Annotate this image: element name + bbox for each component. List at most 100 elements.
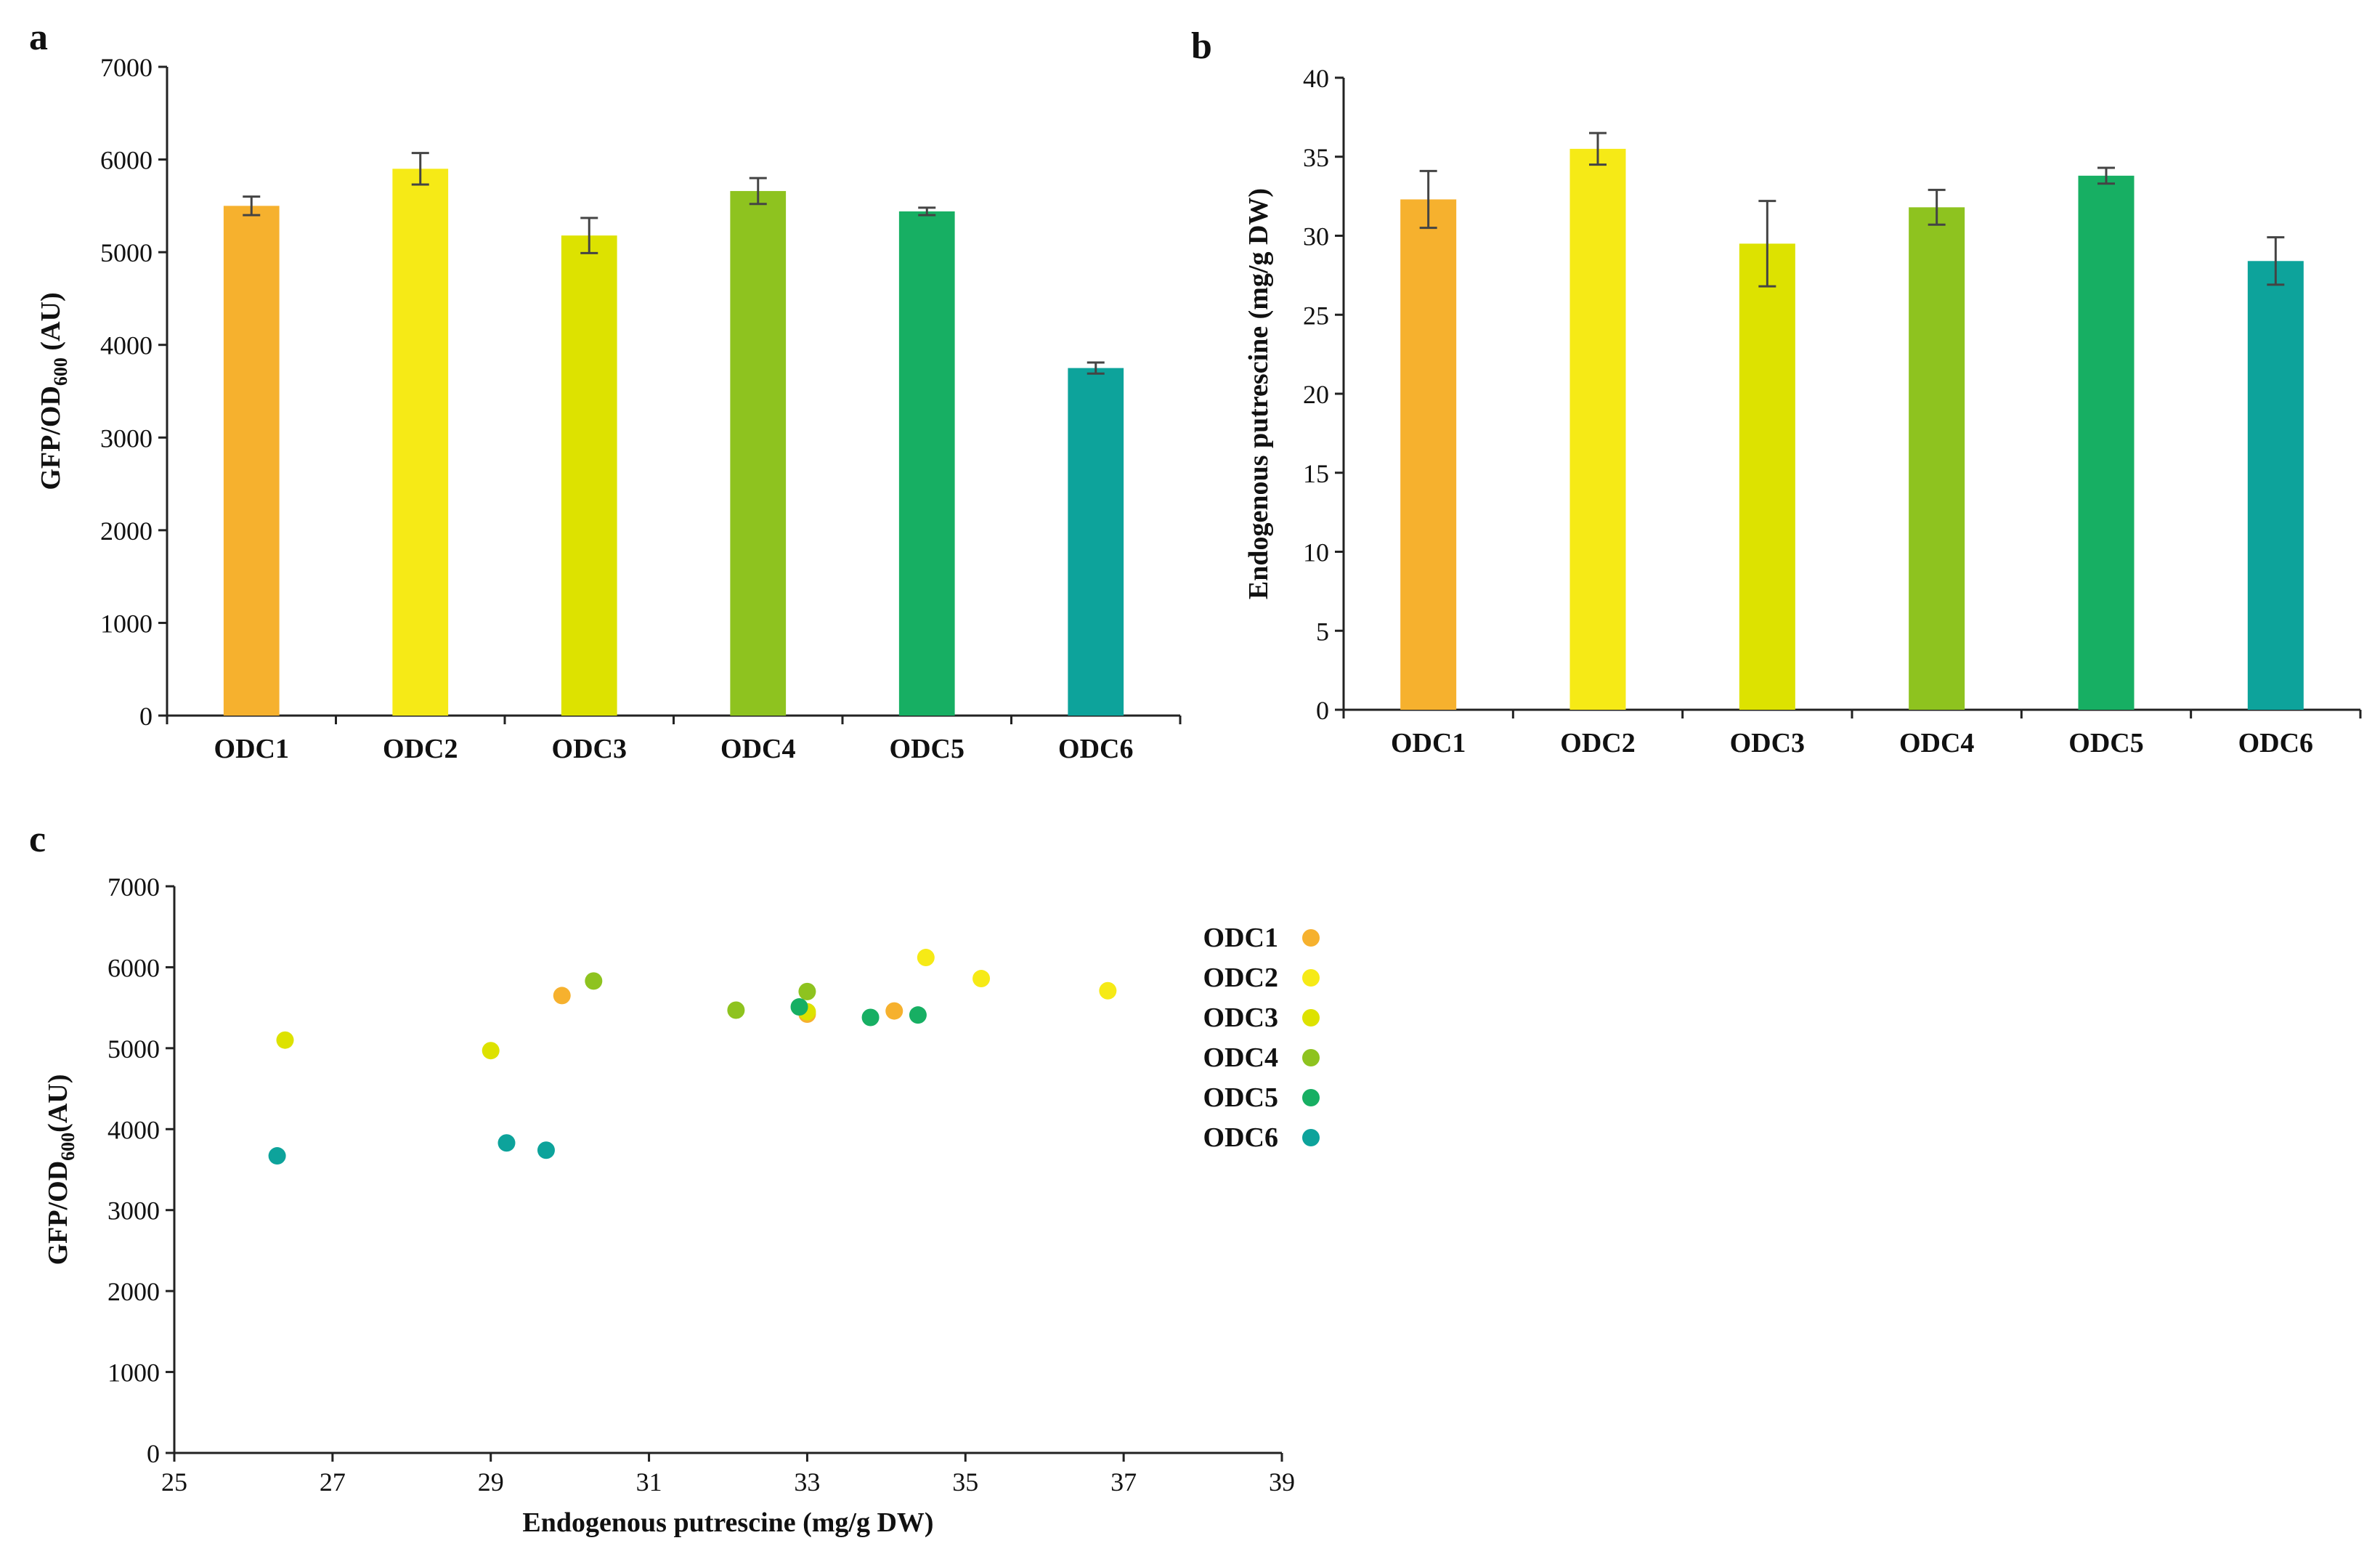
chart-c-point-odc1 bbox=[885, 1002, 903, 1020]
chart-a-bar-odc6 bbox=[1068, 368, 1124, 716]
chart-c-y-axis-title-tail: (AU) bbox=[43, 1074, 73, 1133]
chart-b-category-label: ODC1 bbox=[1391, 728, 1466, 758]
chart-a-y-tick-label: 1000 bbox=[100, 609, 153, 638]
chart-c-y-axis-title-subscript: 600 bbox=[57, 1133, 78, 1161]
chart-c-y-tick-label: 6000 bbox=[107, 953, 160, 982]
chart-c-legend-label: ODC6 bbox=[1203, 1122, 1278, 1153]
chart-a-y-tick-label: 2000 bbox=[100, 517, 153, 546]
chart-c-x-tick-label: 31 bbox=[636, 1467, 662, 1497]
chart-c-y-tick-label: 3000 bbox=[107, 1196, 160, 1226]
chart-b-y-axis-title: Endogenous putrescine (mg/g DW) bbox=[1243, 188, 1274, 599]
chart-c-point-odc4 bbox=[585, 972, 603, 990]
panel-b: b 0 5 10 15 20 25 30 35 40 ODC1 ODC2 ODC3 ODC4 ODC5 OD… bbox=[1191, 25, 2362, 758]
chart-a-y-axis-title: GFP/OD600 (AU) bbox=[36, 292, 71, 490]
chart-a-bar-odc1 bbox=[223, 206, 280, 716]
chart-c-x-tick-label: 37 bbox=[1110, 1467, 1137, 1497]
chart-c-y-tick-label: 0 bbox=[147, 1439, 160, 1468]
chart-c-legend-marker bbox=[1302, 969, 1320, 987]
chart-a-plot: 0 1000 2000 3000 4000 5000 6000 7000 ODC1 ODC2 ODC… bbox=[36, 53, 1182, 764]
chart-c-y-axis-title-main: GFP/OD bbox=[43, 1161, 73, 1266]
chart-c-point-odc6 bbox=[268, 1147, 286, 1165]
chart-c-point-odc5 bbox=[861, 1008, 880, 1027]
chart-c-point-odc5 bbox=[909, 1006, 927, 1024]
chart-c-x-tick-label: 27 bbox=[320, 1467, 346, 1497]
chart-c-legend-marker bbox=[1302, 1009, 1320, 1027]
chart-c-x-tick-label: 39 bbox=[1269, 1467, 1295, 1497]
chart-c-y-tick-label: 1000 bbox=[107, 1359, 160, 1388]
panel-c: c 0 1000 2000 3000 4000 5000 6000 7000 25 27 29 31 3… bbox=[29, 819, 1320, 1538]
chart-b-bar-odc5 bbox=[2078, 175, 2135, 710]
chart-c-point-odc2 bbox=[972, 970, 991, 988]
chart-a-bar-odc2 bbox=[392, 169, 449, 716]
chart-b-bar-odc1 bbox=[1400, 199, 1457, 710]
chart-b-y-tick-label: 0 bbox=[1316, 696, 1329, 725]
chart-b-y-tick-label: 25 bbox=[1303, 301, 1329, 330]
chart-c-x-tick-label: 25 bbox=[161, 1467, 187, 1497]
chart-c-legend-marker bbox=[1302, 929, 1320, 947]
chart-c-legend-label: ODC5 bbox=[1203, 1082, 1278, 1113]
chart-b-bar-odc2 bbox=[1569, 148, 1626, 710]
chart-c-point-odc2 bbox=[1099, 981, 1117, 1000]
chart-c-legend-marker bbox=[1302, 1089, 1320, 1106]
chart-b-category-label: ODC3 bbox=[1730, 728, 1805, 758]
chart-a-y-axis-title-subscript: 600 bbox=[50, 357, 71, 386]
chart-a-bar-odc4 bbox=[730, 190, 787, 716]
chart-c-point-odc2 bbox=[917, 949, 935, 967]
chart-c-x-tick-label: 35 bbox=[952, 1467, 978, 1497]
chart-a-y-tick-label: 6000 bbox=[100, 146, 153, 175]
chart-c-legend-label: ODC1 bbox=[1203, 923, 1278, 953]
chart-b-category-label: ODC5 bbox=[2068, 728, 2143, 758]
chart-b-category-label: ODC6 bbox=[2238, 728, 2313, 758]
chart-b-plot: 0 5 10 15 20 25 30 35 40 ODC1 ODC2 ODC3 ODC4 ODC5 ODC6… bbox=[1243, 64, 2362, 758]
chart-a-category-label: ODC4 bbox=[720, 734, 795, 764]
chart-a-bar-odc5 bbox=[898, 211, 955, 716]
chart-a-category-label: ODC1 bbox=[214, 734, 289, 764]
chart-a-bar-odc3 bbox=[561, 235, 617, 716]
chart-b-y-tick-label: 40 bbox=[1303, 64, 1329, 93]
panel-a: a 0 1000 2000 3000 4000 5000 6000 7000 ODC1 ODC2 O… bbox=[29, 17, 1182, 764]
chart-b-y-tick-label: 35 bbox=[1303, 143, 1329, 172]
chart-c-point-odc3 bbox=[276, 1031, 294, 1049]
chart-b-bar-odc6 bbox=[2247, 261, 2304, 710]
chart-b-bar-odc3 bbox=[1739, 243, 1795, 710]
chart-b-y-tick-label: 5 bbox=[1316, 617, 1329, 646]
chart-c-point-odc4 bbox=[798, 982, 816, 1000]
chart-c-x-tick-label: 29 bbox=[478, 1467, 504, 1497]
chart-c-y-tick-label: 7000 bbox=[107, 872, 160, 902]
chart-a-y-tick-label: 0 bbox=[139, 702, 153, 731]
chart-b-category-label: ODC4 bbox=[1899, 728, 1974, 758]
chart-a-category-label: ODC5 bbox=[890, 734, 964, 764]
chart-c-y-axis-title: GFP/OD600(AU) bbox=[43, 1074, 78, 1266]
chart-a-y-axis-title-tail: (AU) bbox=[36, 292, 66, 357]
chart-c-legend-marker bbox=[1302, 1049, 1320, 1066]
chart-a-y-tick-label: 3000 bbox=[100, 424, 153, 453]
chart-a-category-label: ODC3 bbox=[552, 734, 627, 764]
chart-b-y-tick-label: 10 bbox=[1303, 538, 1329, 567]
chart-c-point-odc3 bbox=[482, 1042, 500, 1060]
chart-c-point-odc5 bbox=[790, 998, 808, 1016]
chart-c-point-odc4 bbox=[727, 1001, 745, 1019]
chart-b-y-tick-label: 30 bbox=[1303, 222, 1329, 251]
chart-c-legend-label: ODC2 bbox=[1203, 963, 1278, 993]
chart-c-x-axis-title: Endogenous putrescine (mg/g DW) bbox=[522, 1507, 933, 1538]
panel-letter-b: b bbox=[1191, 25, 1212, 67]
chart-c-y-tick-label: 5000 bbox=[107, 1034, 160, 1064]
chart-a-category-label: ODC2 bbox=[383, 734, 458, 764]
chart-a-y-axis-title-main: GFP/OD bbox=[36, 386, 66, 490]
chart-a-category-label: ODC6 bbox=[1058, 734, 1133, 764]
chart-b-category-label: ODC2 bbox=[1560, 728, 1635, 758]
panel-letter-c: c bbox=[29, 819, 46, 860]
chart-b-bar-odc4 bbox=[1909, 207, 1965, 710]
chart-c-x-tick-label: 33 bbox=[794, 1467, 820, 1497]
chart-b-y-tick-label: 20 bbox=[1303, 380, 1329, 409]
chart-c-point-odc6 bbox=[497, 1134, 516, 1152]
panel-letter-a: a bbox=[29, 17, 48, 58]
chart-a-y-tick-label: 4000 bbox=[100, 331, 153, 360]
chart-c-legend-marker bbox=[1302, 1129, 1320, 1146]
chart-c-point-odc6 bbox=[537, 1141, 555, 1159]
chart-c-legend-label: ODC4 bbox=[1203, 1042, 1278, 1073]
chart-c-plot: 0 1000 2000 3000 4000 5000 6000 7000 25 27 29 31 33 3… bbox=[43, 872, 1320, 1538]
chart-c-y-tick-label: 2000 bbox=[107, 1277, 160, 1306]
chart-c-y-tick-label: 4000 bbox=[107, 1115, 160, 1144]
chart-c-point-odc1 bbox=[553, 987, 571, 1005]
